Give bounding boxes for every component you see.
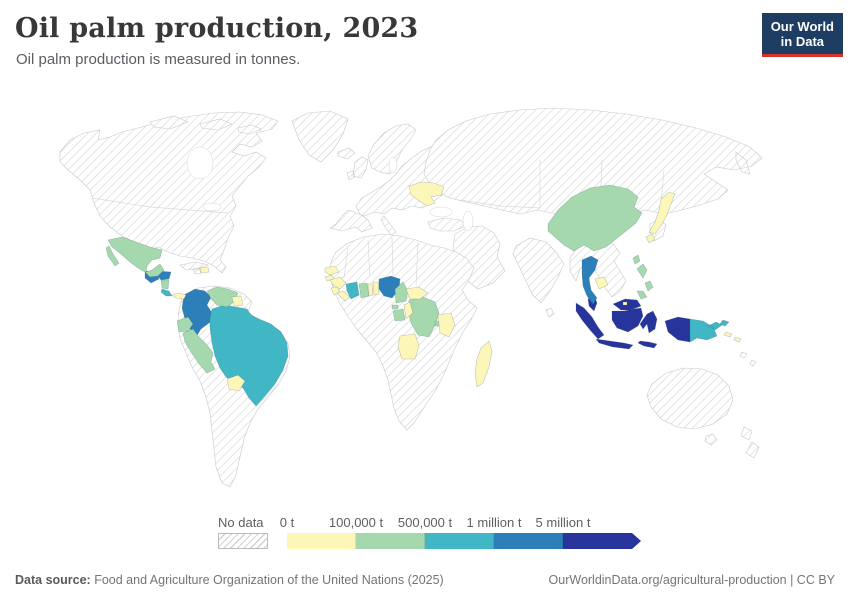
country-papua-new-guinea[interactable] — [689, 318, 730, 343]
water-bodies — [186, 146, 474, 232]
region-north-america-no-data — [59, 111, 279, 274]
water-body-3 — [462, 210, 474, 232]
country-drc[interactable] — [407, 296, 440, 338]
border-line-4 — [415, 242, 419, 287]
country-mexico[interactable] — [105, 236, 165, 278]
country-solomon-islands[interactable] — [723, 331, 742, 343]
country-angola[interactable] — [397, 333, 420, 360]
border-line-3 — [391, 237, 394, 277]
country-madagascar[interactable] — [474, 340, 493, 388]
border-line-0 — [91, 197, 229, 214]
country-senegal[interactable] — [324, 265, 340, 276]
region-uk-ireland-no-data — [346, 156, 369, 181]
country-paraguay[interactable] — [226, 374, 246, 392]
country-gabon[interactable] — [392, 308, 406, 322]
country-central-african-republic[interactable] — [405, 286, 429, 300]
country-guinea[interactable] — [329, 276, 347, 290]
border-line-5 — [459, 199, 541, 209]
country-suriname[interactable] — [231, 295, 244, 307]
license-link[interactable]: OurWorldinData.org/agricultural-producti… — [548, 573, 835, 587]
legend-tick-2: 500,000 t — [397, 515, 453, 530]
region-iceland-no-data — [337, 147, 356, 160]
region-new-zealand-no-data — [740, 426, 760, 459]
legend-tick-1: 100,000 t — [328, 515, 384, 530]
owid-logo[interactable]: Our World in Data — [761, 13, 843, 57]
region-scandinavia-no-data — [367, 123, 417, 175]
no-data-swatch[interactable] — [218, 533, 268, 549]
country-congo[interactable] — [403, 301, 414, 320]
data-countries — [105, 181, 742, 407]
map-legend: No data 0 t 100,000 t 500,000 t 1 million t… — [218, 514, 641, 549]
water-body-2 — [429, 206, 453, 218]
country-togo[interactable] — [367, 283, 374, 297]
data-source-note: Data source: Food and Agriculture Organi… — [15, 573, 444, 587]
country-ghana[interactable] — [358, 282, 370, 299]
country-cote-divoire[interactable] — [345, 281, 360, 300]
country-ecuador[interactable] — [176, 316, 194, 333]
legend-class-0[interactable] — [287, 533, 356, 549]
legend-tick-3: 1 million t — [466, 515, 522, 530]
country-brazil[interactable] — [209, 304, 289, 407]
legend-class-4[interactable] — [563, 533, 641, 549]
legend-colorbar: 0 t 100,000 t 500,000 t 1 million t 5 millio… — [280, 514, 641, 549]
country-equatorial-guinea[interactable] — [391, 304, 399, 310]
data-source-label: Data source: — [15, 573, 91, 587]
water-body-4 — [388, 156, 398, 174]
region-pacific-islands-no-data — [739, 351, 757, 367]
country-japan[interactable] — [645, 191, 676, 244]
border-line-1 — [343, 245, 349, 279]
country-cambodia[interactable] — [594, 276, 609, 290]
region-russia-central-asia-no-data — [423, 107, 763, 215]
country-brunei[interactable] — [622, 301, 628, 306]
country-china[interactable] — [547, 184, 643, 252]
country-borders — [91, 159, 665, 287]
region-arctic-islands-no-data — [149, 115, 262, 135]
legend-no-data[interactable]: No data — [218, 515, 268, 549]
legend-class-3[interactable] — [494, 533, 563, 549]
country-nicaragua[interactable] — [160, 279, 170, 290]
owid-logo-line1: Our World — [770, 19, 834, 34]
country-tanzania[interactable] — [437, 312, 456, 338]
water-body-0 — [186, 146, 214, 180]
region-greenland-no-data — [291, 110, 349, 163]
chart-footer: Data source: Food and Agriculture Organi… — [0, 563, 850, 600]
border-line-2 — [367, 239, 371, 278]
country-indonesia[interactable] — [575, 302, 691, 350]
country-dominican-republic[interactable] — [199, 266, 210, 274]
country-thailand[interactable] — [581, 255, 599, 305]
country-costa-rica[interactable] — [160, 288, 173, 297]
legend-tick-labels: 0 t 100,000 t 500,000 t 1 million t 5 millio… — [280, 514, 632, 530]
country-panama[interactable] — [171, 292, 187, 300]
region-turkey-no-data — [427, 217, 467, 232]
legend-tick-0: 0 t — [279, 515, 295, 530]
legend-class-2[interactable] — [425, 533, 494, 549]
country-ukraine[interactable] — [408, 181, 445, 207]
country-taiwan[interactable] — [632, 254, 641, 265]
country-cameroon[interactable] — [394, 281, 409, 304]
region-africa-no-data — [329, 233, 478, 431]
water-body-1 — [202, 202, 222, 212]
legend-no-data-label: No data — [218, 515, 264, 530]
region-australia-no-data — [646, 367, 734, 446]
legend-tick-4: 5 million t — [535, 515, 591, 530]
region-south-asia-no-data — [512, 237, 565, 318]
country-benin[interactable] — [372, 281, 380, 296]
legend-segments — [287, 533, 641, 549]
data-source-text: Food and Agriculture Organization of the… — [90, 573, 444, 587]
country-liberia[interactable] — [336, 290, 351, 302]
country-philippines[interactable] — [636, 263, 654, 300]
country-peru[interactable] — [182, 328, 216, 374]
legend-class-1[interactable] — [356, 533, 425, 549]
owid-logo-line2: in Data — [780, 34, 825, 50]
